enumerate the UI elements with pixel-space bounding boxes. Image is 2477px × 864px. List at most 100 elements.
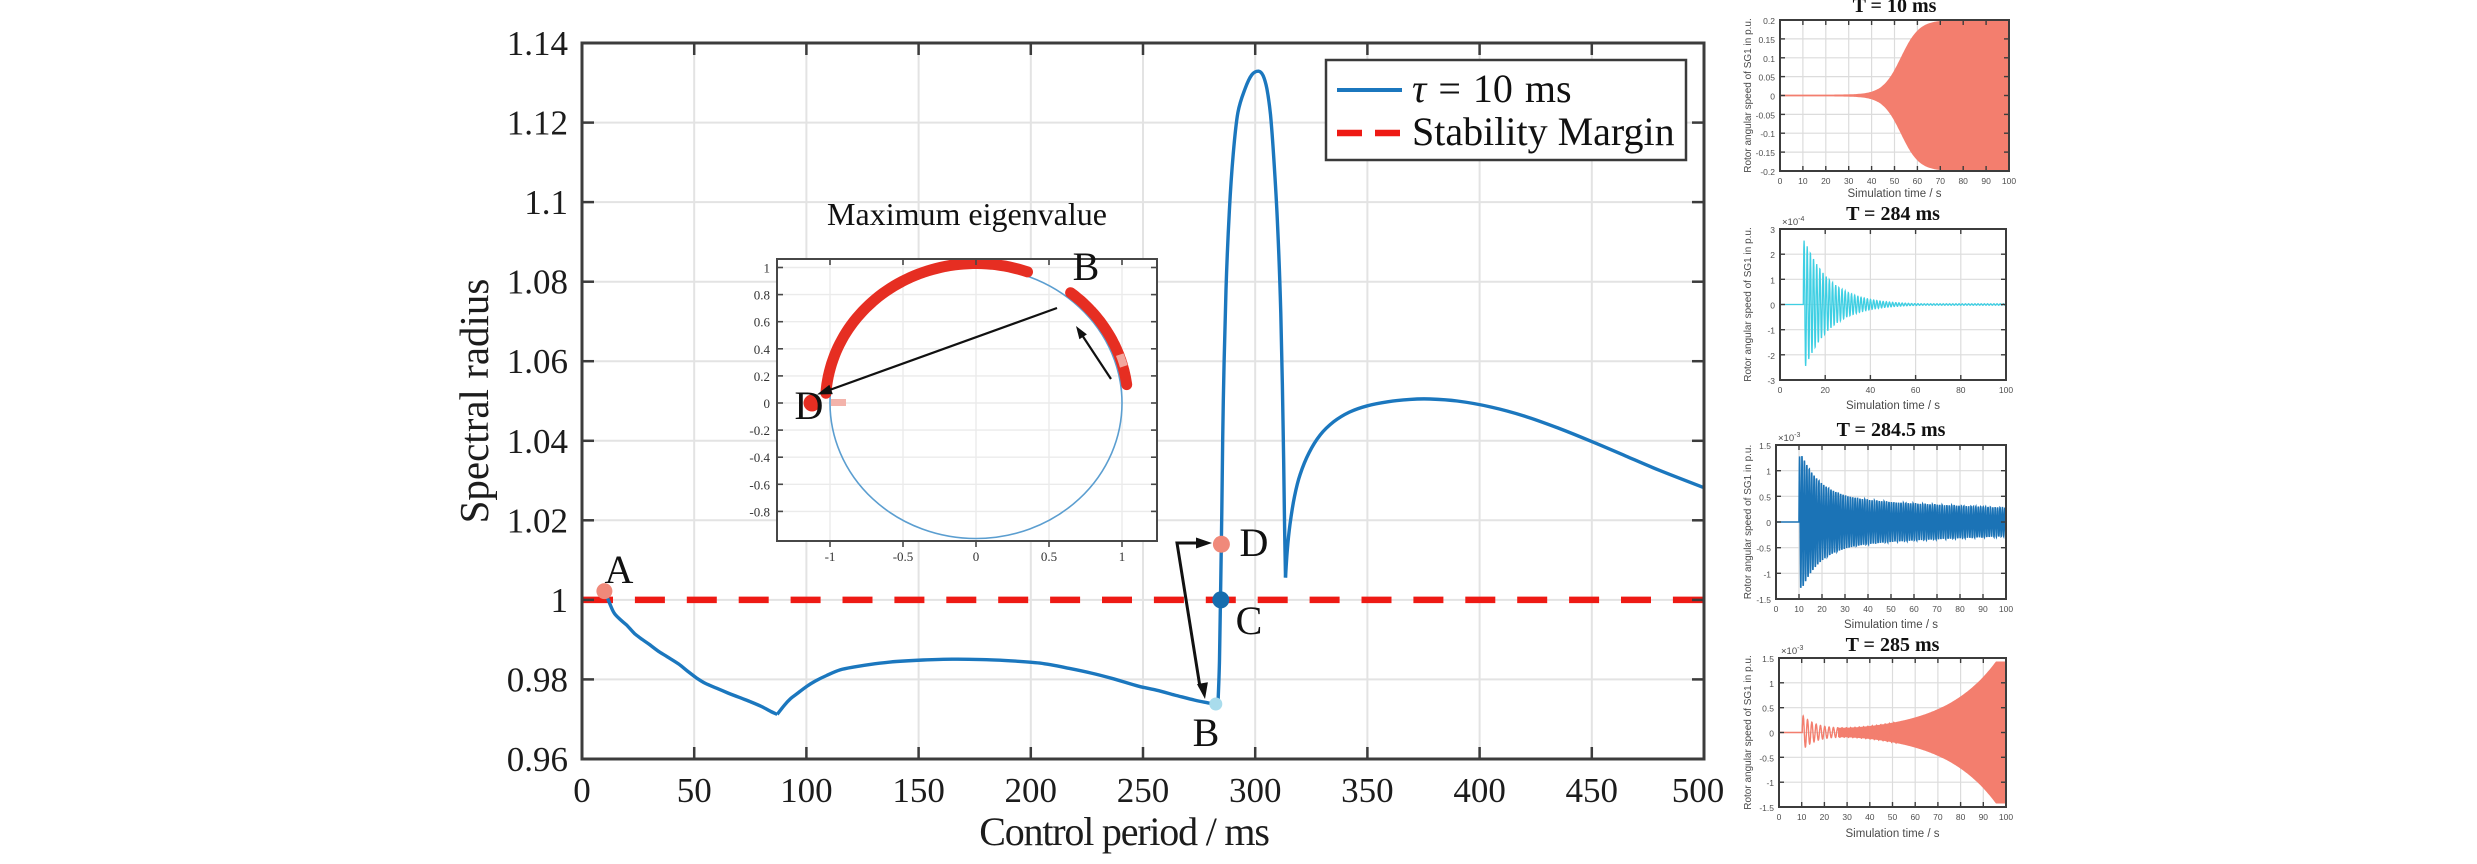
svg-text:1.02: 1.02 — [507, 501, 568, 540]
svg-text:-1: -1 — [1767, 326, 1775, 336]
svg-text:0.6: 0.6 — [754, 315, 771, 330]
svg-text:30: 30 — [1842, 812, 1852, 822]
svg-text:3: 3 — [1770, 225, 1775, 235]
svg-text:100: 100 — [780, 771, 833, 810]
svg-text:300: 300 — [1229, 771, 1282, 810]
svg-text:-0.05: -0.05 — [1756, 110, 1776, 120]
svg-text:0: 0 — [1778, 385, 1783, 395]
svg-text:0.4: 0.4 — [754, 342, 771, 357]
svg-text:100: 100 — [1999, 604, 2013, 614]
svg-text:60: 60 — [1910, 812, 1920, 822]
svg-text:80: 80 — [1956, 385, 1966, 395]
svg-text:60: 60 — [1911, 385, 1921, 395]
svg-text:50: 50 — [1886, 604, 1896, 614]
svg-text:2: 2 — [1770, 250, 1775, 260]
svg-text:30: 30 — [1840, 604, 1850, 614]
svg-text:20: 20 — [1820, 812, 1830, 822]
svg-text:Rotor angular speed of SG1 in: Rotor angular speed of SG1 in p.u. — [1743, 18, 1754, 173]
svg-text:Simulation time / s: Simulation time / s — [1846, 400, 1940, 412]
svg-text:0: 0 — [1774, 604, 1779, 614]
svg-text:100: 100 — [1999, 385, 2013, 395]
svg-text:0.1: 0.1 — [1763, 54, 1775, 64]
svg-text:0: 0 — [1766, 518, 1771, 528]
svg-text:-0.15: -0.15 — [1756, 148, 1776, 158]
svg-text:-3: -3 — [1767, 376, 1775, 386]
svg-text:1.04: 1.04 — [507, 422, 568, 461]
svg-text:50: 50 — [1890, 176, 1900, 186]
svg-text:0: 0 — [1777, 812, 1782, 822]
svg-text:1.1: 1.1 — [524, 183, 568, 222]
svg-text:-0.4: -0.4 — [749, 450, 770, 465]
svg-text:10: 10 — [1797, 812, 1807, 822]
svg-text:20: 20 — [1817, 604, 1827, 614]
svg-text:40: 40 — [1866, 385, 1876, 395]
svg-text:40: 40 — [1863, 604, 1873, 614]
svg-text:B: B — [1193, 710, 1220, 755]
svg-text:-1.5: -1.5 — [1759, 803, 1774, 813]
svg-text:-0.2: -0.2 — [749, 423, 770, 438]
svg-text:1: 1 — [1119, 549, 1126, 564]
svg-text:Rotor angular speed of SG1 in: Rotor angular speed of SG1 in p.u. — [1743, 445, 1754, 600]
svg-text:20: 20 — [1820, 385, 1830, 395]
svg-text:1: 1 — [1769, 679, 1774, 689]
svg-text:450: 450 — [1566, 771, 1619, 810]
svg-text:A: A — [605, 547, 634, 592]
svg-text:T = 284.5 ms: T = 284.5 ms — [1837, 419, 1946, 441]
svg-text:D: D — [1240, 520, 1269, 565]
svg-text:-1.5: -1.5 — [1756, 595, 1771, 605]
svg-text:T = 284 ms: T = 284 ms — [1846, 203, 1940, 225]
svg-text:20: 20 — [1821, 176, 1831, 186]
svg-text:-0.1: -0.1 — [1760, 129, 1775, 139]
svg-text:80: 80 — [1958, 176, 1968, 186]
svg-text:Simulation time / s: Simulation time / s — [1848, 188, 1942, 200]
svg-text:T = 285 ms: T = 285 ms — [1846, 634, 1940, 656]
svg-text:0: 0 — [573, 771, 591, 810]
svg-text:-0.5: -0.5 — [1759, 753, 1774, 763]
svg-text:0: 0 — [1770, 301, 1775, 311]
svg-text:90: 90 — [1981, 176, 1991, 186]
svg-text:10: 10 — [1794, 604, 1804, 614]
svg-text:350: 350 — [1341, 771, 1394, 810]
svg-text:200: 200 — [1005, 771, 1058, 810]
svg-text:-1: -1 — [1763, 569, 1771, 579]
svg-text:50: 50 — [677, 771, 712, 810]
svg-text:1.12: 1.12 — [507, 104, 568, 143]
svg-text:60: 60 — [1909, 604, 1919, 614]
svg-text:0.8: 0.8 — [754, 288, 770, 303]
svg-text:70: 70 — [1933, 812, 1943, 822]
svg-text:0: 0 — [1778, 176, 1783, 186]
svg-text:100: 100 — [2002, 176, 2016, 186]
svg-text:1.14: 1.14 — [507, 24, 568, 63]
svg-text:-1: -1 — [825, 549, 836, 564]
svg-text:τ = 10 ms: τ = 10 ms — [1412, 66, 1572, 111]
svg-text:Rotor angular speed of SG1 in: Rotor angular speed of SG1 in p.u. — [1743, 655, 1754, 810]
svg-text:90: 90 — [1978, 604, 1988, 614]
svg-text:Maximum eigenvalue: Maximum eigenvalue — [827, 196, 1107, 232]
svg-text:500: 500 — [1672, 771, 1725, 810]
svg-text:80: 80 — [1956, 812, 1966, 822]
svg-text:-0.6: -0.6 — [749, 477, 770, 492]
svg-text:B: B — [1073, 244, 1100, 289]
svg-text:-0.5: -0.5 — [893, 549, 914, 564]
svg-text:-0.2: -0.2 — [1760, 167, 1775, 177]
svg-text:80: 80 — [1955, 604, 1965, 614]
svg-text:0.96: 0.96 — [507, 740, 568, 779]
svg-text:0.5: 0.5 — [1041, 549, 1057, 564]
svg-text:0.98: 0.98 — [507, 660, 568, 699]
svg-text:-2: -2 — [1767, 351, 1775, 361]
svg-text:60: 60 — [1913, 176, 1923, 186]
svg-text:0: 0 — [764, 396, 771, 411]
svg-text:10: 10 — [1798, 176, 1808, 186]
svg-text:-0.8: -0.8 — [749, 504, 770, 519]
svg-text:0: 0 — [1770, 92, 1775, 102]
svg-text:Spectral radius: Spectral radius — [451, 279, 497, 524]
svg-text:90: 90 — [1979, 812, 1989, 822]
svg-text:D: D — [795, 383, 824, 428]
svg-text:1: 1 — [551, 581, 569, 620]
svg-text:70: 70 — [1932, 604, 1942, 614]
svg-text:Simulation time / s: Simulation time / s — [1846, 828, 1940, 840]
svg-text:150: 150 — [892, 771, 945, 810]
svg-text:250: 250 — [1117, 771, 1170, 810]
svg-text:30: 30 — [1844, 176, 1854, 186]
svg-text:1.06: 1.06 — [507, 342, 568, 381]
